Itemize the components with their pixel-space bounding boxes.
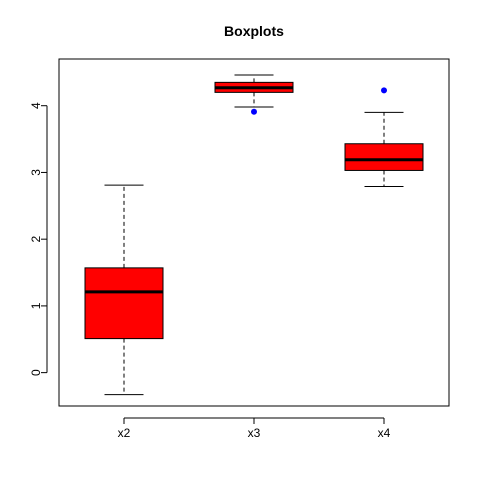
iqr-box [344, 143, 424, 171]
x-tick-label-x4: x4 [378, 426, 391, 440]
y-tick-label: 1 [29, 302, 43, 309]
y-tick-label: 4 [29, 102, 43, 109]
box-x2 [84, 184, 164, 396]
y-tick-label: 3 [29, 169, 43, 176]
plot-frame [58, 58, 450, 407]
chart-title: Boxplots [224, 23, 284, 39]
outlier-point [251, 108, 257, 115]
y-axis: 0 1 2 3 4 [29, 102, 48, 376]
y-tick-label: 2 [29, 236, 43, 243]
outlier-point [381, 87, 387, 94]
y-tick-label: 0 [29, 369, 43, 376]
box-group [84, 74, 424, 396]
x-tick-label-x3: x3 [248, 426, 261, 440]
x-axis: x2 x3 x4 [118, 417, 391, 440]
iqr-box [84, 267, 164, 340]
box-x4 [344, 87, 424, 187]
box-x3 [214, 74, 294, 115]
x-tick-label-x2: x2 [118, 426, 131, 440]
